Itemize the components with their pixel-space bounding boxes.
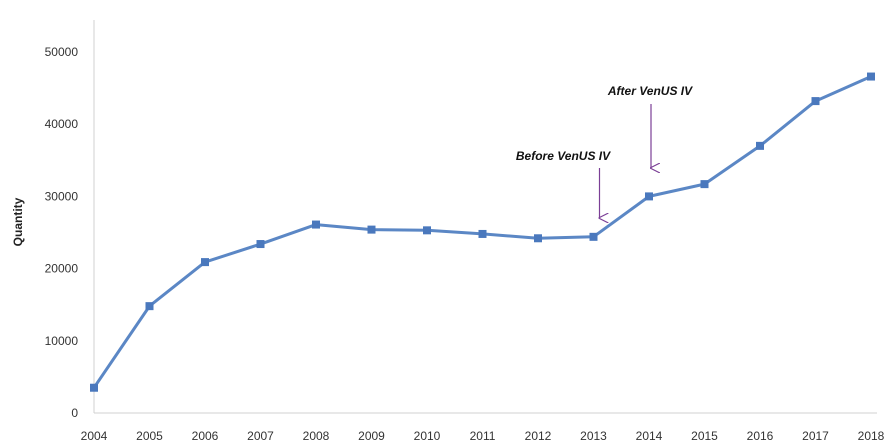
- x-tick-label: 2009: [358, 429, 385, 443]
- data-point-marker: [478, 229, 487, 238]
- x-tick-label: 2007: [247, 429, 274, 443]
- data-point-marker: [90, 383, 98, 392]
- x-tick-label: 2004: [81, 429, 108, 443]
- data-point-marker: [145, 302, 154, 311]
- data-point-marker: [534, 234, 542, 243]
- annotations: Before VenUS IV After VenUS IV: [516, 84, 693, 218]
- data-point-marker: [256, 240, 265, 249]
- x-tick-label: 2015: [691, 429, 718, 443]
- y-tick-label: 50000: [45, 45, 79, 59]
- y-tick-labels: 0 10000 20000 30000 40000 50000: [45, 45, 79, 420]
- data-point-marker: [645, 192, 653, 201]
- x-tick-label: 2017: [802, 429, 829, 443]
- data-point-marker: [423, 226, 431, 235]
- series-markers: [90, 72, 875, 392]
- data-point-marker: [700, 180, 709, 189]
- x-tick-label: 2018: [858, 429, 885, 443]
- axes: [93, 20, 877, 414]
- x-tick-label: 2010: [414, 429, 441, 443]
- x-tick-labels: 2004 2005 2006 2007 2008 2009 2010 2011 2012 2013…: [81, 429, 885, 443]
- data-point-marker: [867, 72, 875, 81]
- data-point-marker: [201, 258, 209, 267]
- annotation-label: Before VenUS IV: [516, 149, 611, 163]
- data-point-marker: [756, 141, 764, 150]
- data-point-marker: [312, 220, 320, 229]
- y-axis-label: Quantity: [11, 197, 25, 246]
- y-tick-label: 10000: [45, 334, 79, 348]
- data-point-marker: [811, 97, 820, 106]
- data-point-marker: [367, 225, 376, 234]
- x-tick-label: 2013: [580, 429, 607, 443]
- x-tick-label: 2011: [470, 429, 496, 443]
- y-tick-label: 20000: [45, 262, 79, 276]
- x-tick-label: 2005: [136, 429, 163, 443]
- x-tick-label: 2012: [525, 429, 552, 443]
- y-tick-label: 40000: [45, 117, 79, 131]
- annotation-label: After VenUS IV: [607, 84, 693, 98]
- y-tick-label: 30000: [45, 189, 79, 203]
- y-tick-label: 0: [71, 406, 78, 420]
- x-tick-label: 2006: [192, 429, 219, 443]
- x-tick-label: 2014: [636, 429, 663, 443]
- x-tick-label: 2008: [303, 429, 330, 443]
- data-point-marker: [589, 232, 598, 241]
- x-tick-label: 2016: [747, 429, 774, 443]
